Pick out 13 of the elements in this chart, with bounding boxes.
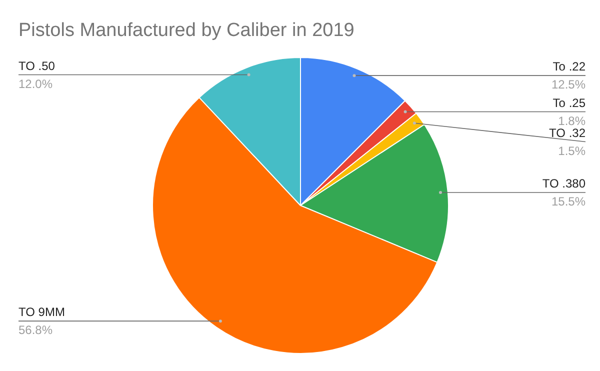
data-label: 12.0% (18, 76, 53, 91)
slice-label: TO 9MM (18, 305, 65, 320)
slice-label: TO .50 (18, 58, 56, 73)
chart-title: Pistols Manufactured by Caliber in 2019 (18, 20, 354, 41)
slice-label: TO .380 (542, 176, 586, 190)
data-label: 15.5% (551, 194, 586, 208)
data-label: 56.8% (18, 323, 53, 338)
slice-label: TO .32 (549, 126, 586, 140)
data-label: 12.5% (551, 78, 586, 92)
data-label: 1.5% (558, 144, 586, 158)
slice-label: To .22 (552, 60, 586, 74)
slice-label: To .25 (552, 96, 586, 110)
data-label: 1.8% (558, 114, 586, 128)
